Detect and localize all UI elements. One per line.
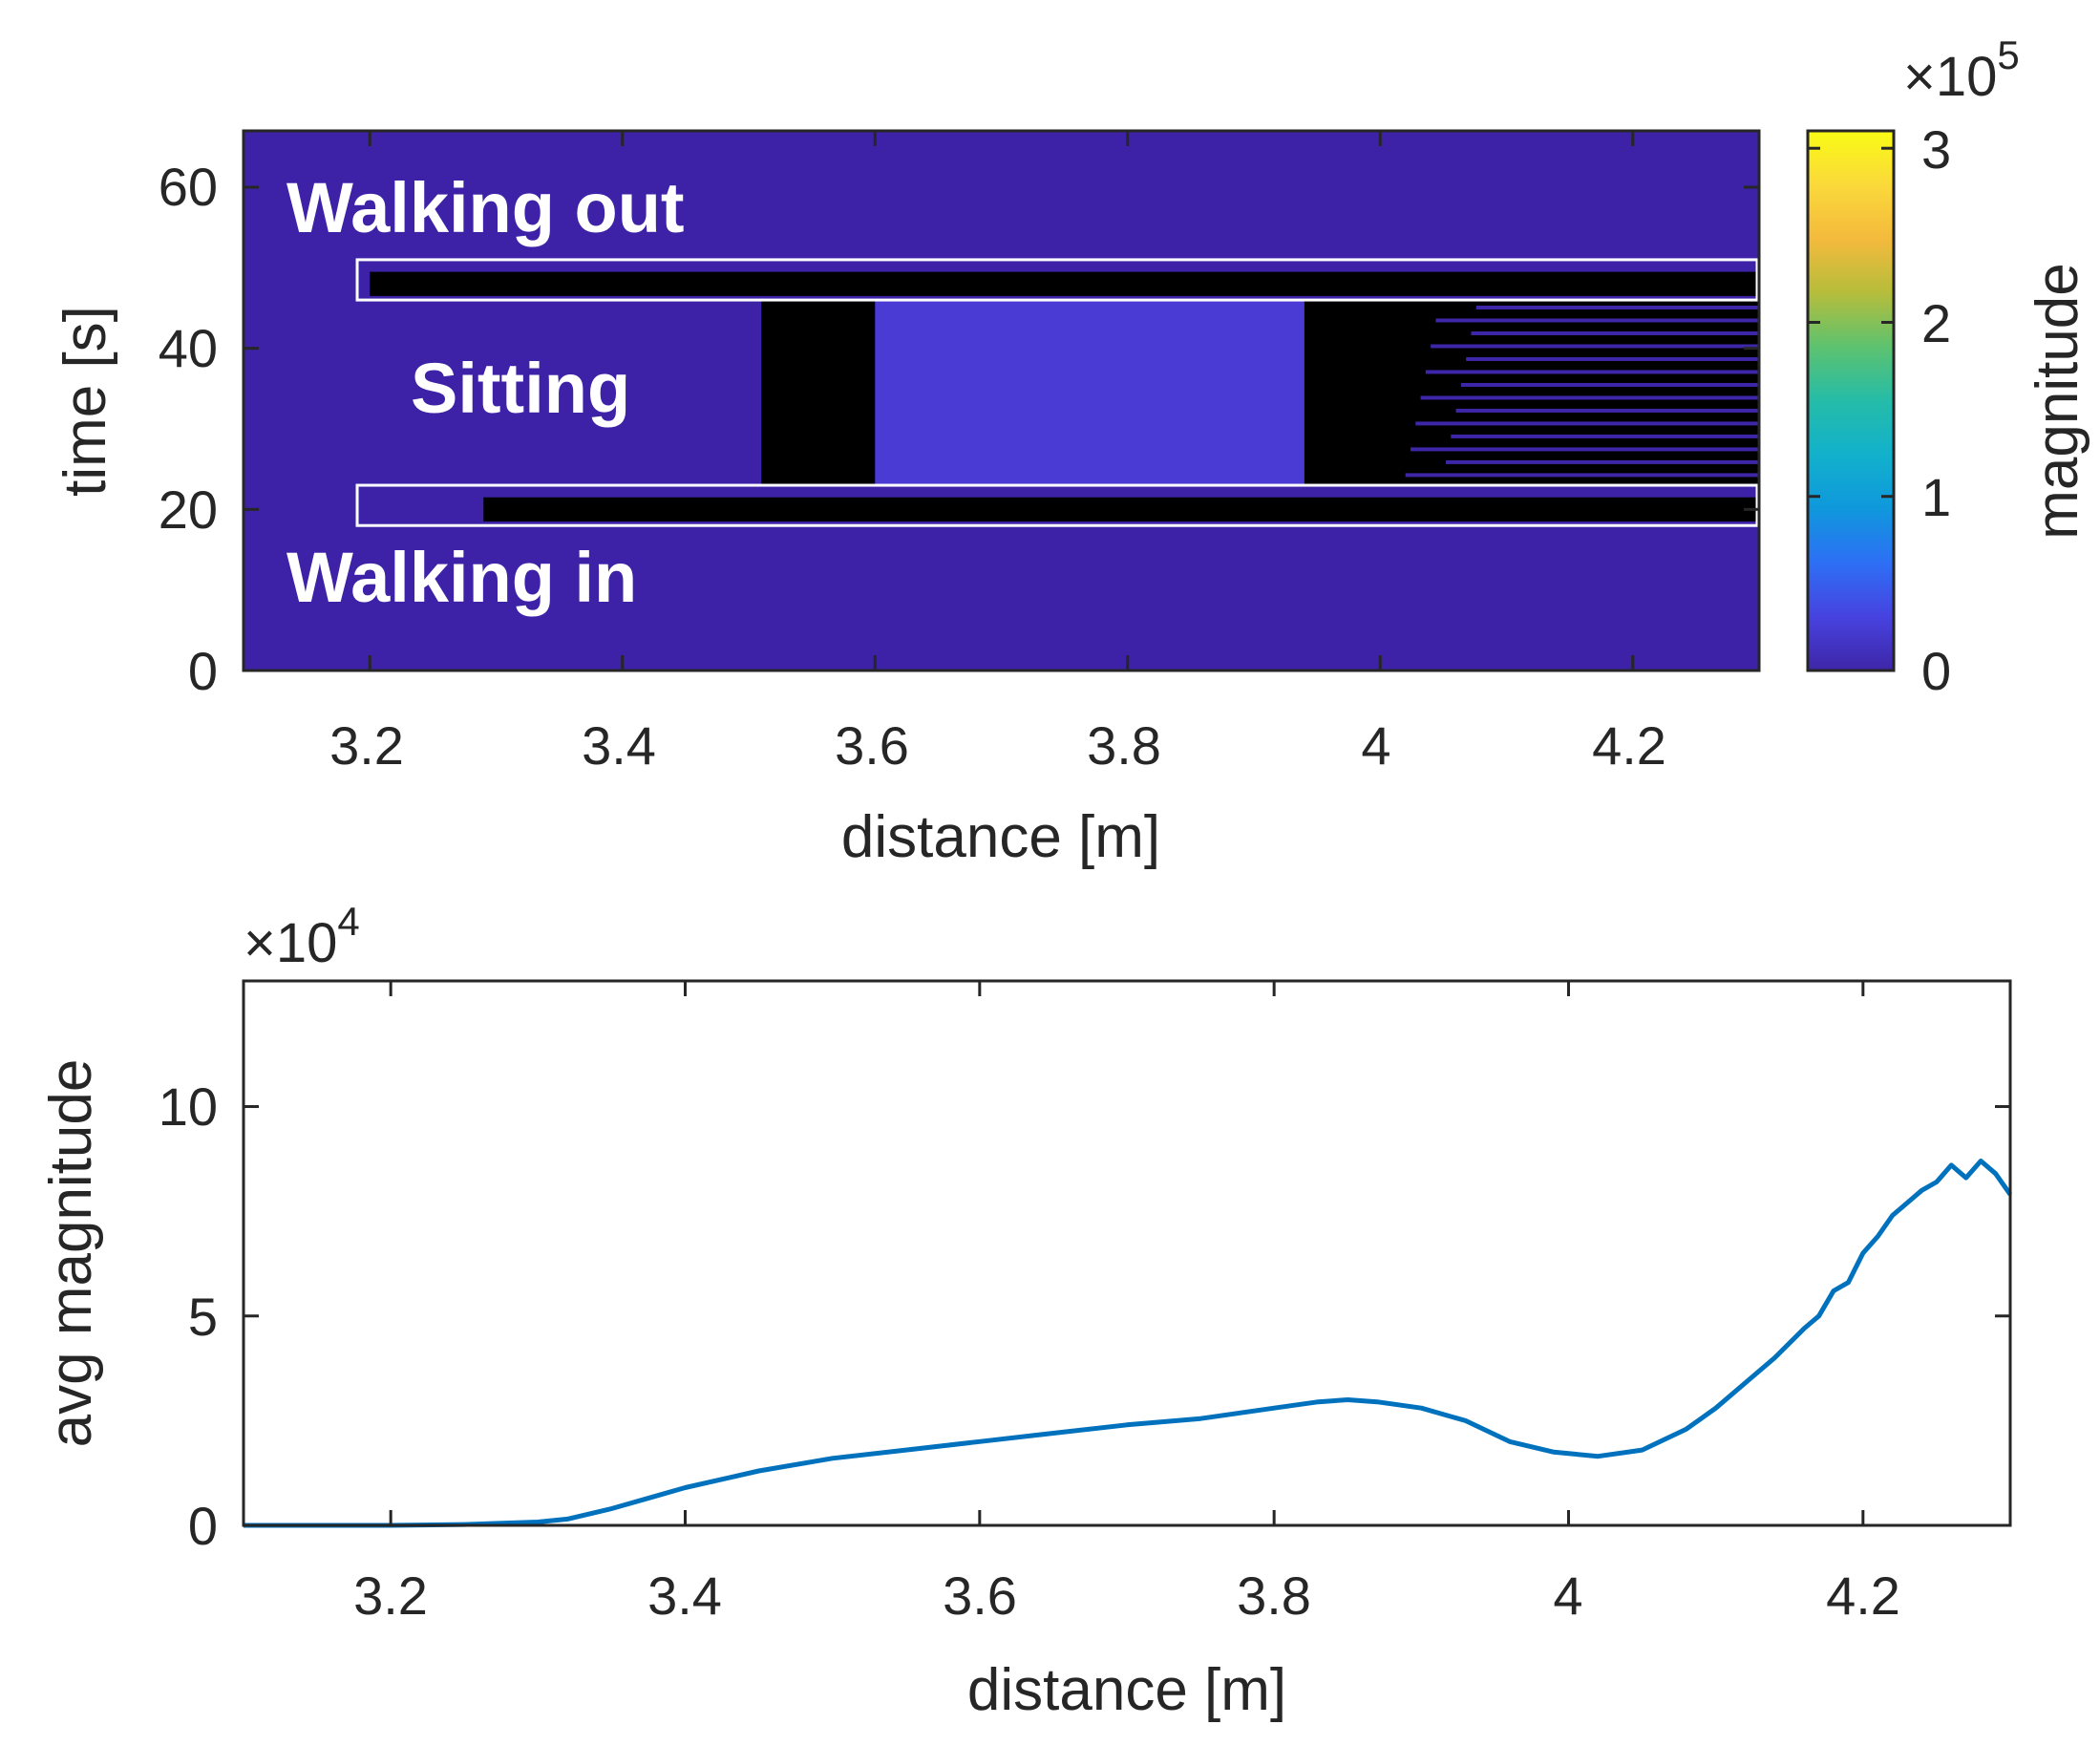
line-xtick-label: 4 <box>1553 1565 1582 1626</box>
colorbar-tick-label: 2 <box>1921 293 1951 353</box>
dark-band <box>370 271 1759 296</box>
line-xtick-label: 3.8 <box>1237 1565 1311 1626</box>
streak <box>1435 318 1759 323</box>
dark-band <box>483 497 1759 522</box>
heatmap-data <box>370 271 1759 522</box>
line-x-axis-label: distance [m] <box>967 1657 1286 1723</box>
heatmap-axes-frame <box>242 129 1761 672</box>
line-y-axis-label: avg magnitude <box>38 1059 104 1448</box>
heatmap-ytick-label: 0 <box>188 641 218 701</box>
annotation-sitting: Sitting <box>411 349 630 428</box>
line-y-multiplier: ×104 <box>244 899 360 974</box>
dark-band <box>761 300 876 486</box>
streak <box>1420 395 1759 400</box>
line-ytick-label: 10 <box>159 1076 218 1137</box>
colorbar-tick-label: 1 <box>1921 467 1951 527</box>
activity-boxes <box>355 258 1759 527</box>
colorbar-tick-label: 0 <box>1921 641 1951 701</box>
colorbar: 0 1 2 3 magnitude ×105 <box>1806 32 2090 701</box>
line-axes-frame <box>242 979 2012 1527</box>
streak <box>1405 473 1759 478</box>
annotation-walking-out: Walking out <box>286 168 685 247</box>
heatmap-x-axis-label: distance [m] <box>841 804 1160 870</box>
streak <box>1415 421 1759 426</box>
line-xtick-label: 3.4 <box>647 1565 722 1626</box>
annotation-walking-in: Walking in <box>286 538 637 617</box>
avg-magnitude-line <box>244 1159 2013 1528</box>
colorbar-multiplier: ×105 <box>1903 32 2020 108</box>
heatmap-ytick-label: 40 <box>159 318 218 378</box>
colorbar-multiplier-exponent: 5 <box>1997 32 2019 77</box>
heatmap-x-ticks <box>368 131 1635 671</box>
streak <box>1451 434 1759 438</box>
heatmap-xtick-label: 3.8 <box>1087 715 1161 776</box>
heatmap-xtick-label: 4 <box>1361 715 1390 776</box>
streak <box>1431 344 1759 349</box>
heatmap-ytick-label: 20 <box>159 479 218 540</box>
streak <box>1475 305 1759 309</box>
heatmap-y-axis-label: time [s] <box>53 306 118 497</box>
activity-box-walking-out <box>355 258 1759 302</box>
line-panel: 3.2 3.4 3.6 3.8 4 4.2 0 5 10 distance [m… <box>38 899 2013 1723</box>
colorbar-tick-label: 3 <box>1921 119 1951 180</box>
heatmap-y-ticks <box>244 185 1759 672</box>
heatmap-xtick-label: 3.4 <box>582 715 656 776</box>
colorbar-label: magnitude <box>2025 263 2090 540</box>
heatmap-xtick-label: 3.6 <box>835 715 909 776</box>
streak <box>1410 447 1759 452</box>
heatmap-xtick-label: 4.2 <box>1592 715 1666 776</box>
streak <box>1466 356 1759 361</box>
dark-band <box>1304 300 1759 486</box>
line-multiplier-base: ×10 <box>244 912 337 974</box>
streak <box>1446 459 1759 464</box>
line-x-ticks <box>389 981 1865 1525</box>
line-y-ticks <box>244 1105 2010 1527</box>
heatmap-ytick-label: 60 <box>159 157 218 217</box>
colorbar-gradient <box>1806 129 1896 672</box>
activity-box-walking-in <box>355 483 1759 527</box>
line-xtick-label: 3.6 <box>943 1565 1017 1626</box>
line-xtick-label: 4.2 <box>1826 1565 1900 1626</box>
line-multiplier-exponent: 4 <box>337 899 359 944</box>
streak <box>1471 330 1759 335</box>
heatmap-xtick-label: 3.2 <box>329 715 404 776</box>
streak <box>1455 408 1759 413</box>
streak <box>1425 370 1759 374</box>
colorbar-ticks <box>1808 146 1894 672</box>
heatmap-panel: Walking out Sitting Walking in 3.2 3.4 3… <box>53 32 2090 870</box>
static-region <box>875 300 1305 486</box>
colorbar-multiplier-base: ×10 <box>1903 46 1997 108</box>
line-ytick-label: 0 <box>188 1496 218 1556</box>
line-ytick-label: 5 <box>188 1287 218 1347</box>
streak <box>1460 382 1759 387</box>
line-axes-background <box>244 981 2010 1525</box>
line-xtick-label: 3.2 <box>353 1565 428 1626</box>
